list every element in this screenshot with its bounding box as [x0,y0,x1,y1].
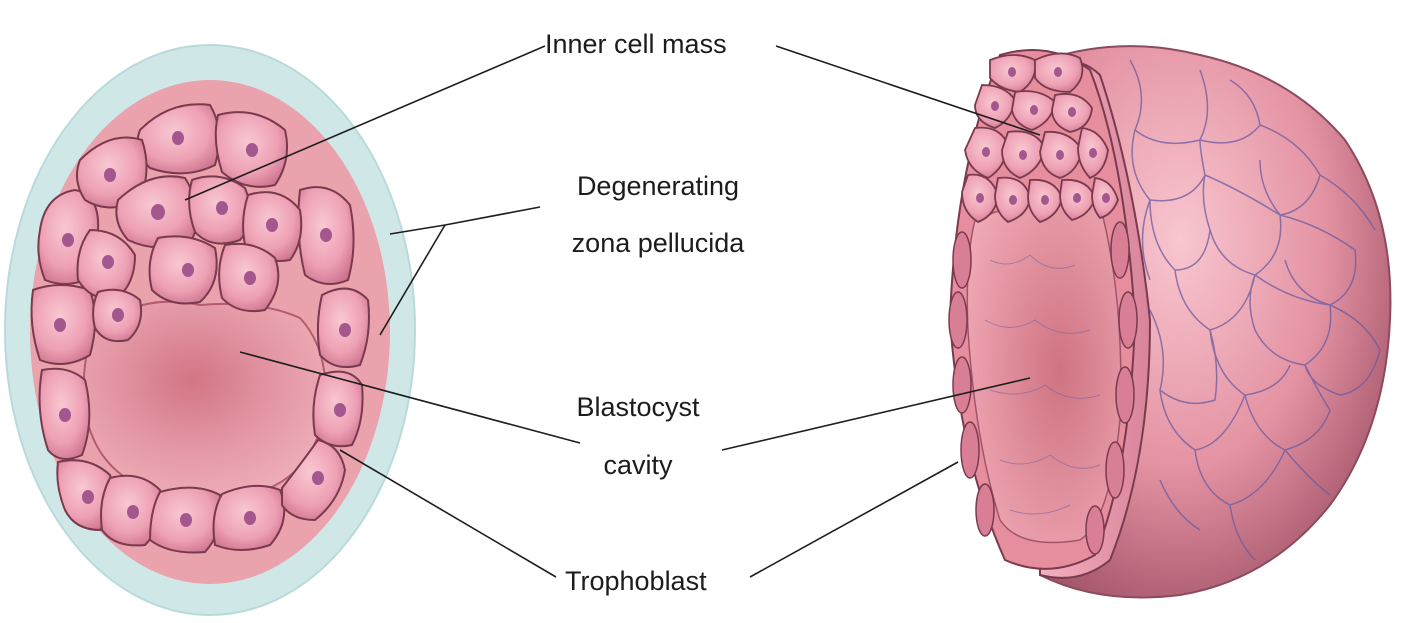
nucleus [244,271,256,285]
nucleus [59,408,71,422]
leader-trophoblast-right [749,461,959,578]
cell [960,421,980,479]
nuclei-right [976,67,1110,205]
nuclei-left [54,131,351,527]
nucleus [982,147,990,157]
nucleus [334,403,346,417]
nucleus [104,168,116,182]
cell-boundary [1149,309,1218,405]
nucleus [1054,67,1062,77]
nucleus [246,143,258,157]
right-blastocyst [948,45,1392,599]
cell-boundary [984,319,1091,334]
nucleus [127,505,139,519]
nucleus [54,318,66,332]
left-blastocyst [4,44,416,616]
cell-boundary [1284,449,1331,496]
nucleus [182,263,194,277]
label-zona-line2: zona pellucida [571,228,745,258]
nucleus [991,101,999,111]
nucleus [172,131,184,145]
leader-inner-cell-mass-left [184,45,546,201]
nucleus [1073,193,1081,203]
leader-cavity-left [239,351,581,444]
cell-boundary [1194,449,1286,506]
label-zona-line1: Degenerating [576,171,740,201]
leader-zona-main [444,206,541,226]
nucleus [244,511,256,525]
nucleus [1009,195,1017,205]
cell [1105,441,1125,499]
leader-trophoblast-left [339,449,557,578]
cell-boundary [1129,59,1209,145]
label-cavity-line2: cavity [603,450,673,480]
leader-cavity-right [721,377,1031,451]
nucleus [112,308,124,322]
label-trophoblast: Trophoblast [565,566,707,596]
nucleus [339,323,351,337]
cell-boundary [1304,304,1381,396]
cell [1118,291,1138,349]
cell-boundary [1159,479,1201,531]
nucleus [62,233,74,247]
nucleus [82,490,94,504]
cell-boundary [1141,199,1151,281]
cell-boundary [1279,214,1357,306]
nucleus [1008,67,1016,77]
cell-boundary [989,384,1101,399]
cell [1110,221,1130,279]
cell-boundary [1249,274,1332,366]
cell-boundary [1199,79,1261,144]
nucleus [1041,195,1049,205]
cell-boundary [1319,174,1376,231]
cell [975,483,995,537]
nucleus [102,255,114,269]
nucleus [266,218,278,232]
nucleus [1089,148,1097,158]
cell [952,231,972,289]
leader-zona-b [379,224,446,336]
trophoblast-cells-right [948,221,1138,555]
nucleus [1019,150,1027,160]
cell [952,356,972,414]
leader-zona-a [389,224,446,235]
cell [948,291,968,349]
cell-boundary [989,254,1076,269]
cell-boundary [1259,124,1321,216]
nucleus [1102,193,1110,203]
label-cavity-line1: Blastocyst [576,392,700,422]
nucleus [1056,150,1064,160]
nucleus [976,193,984,203]
nucleus [312,471,324,485]
cell-boundary [1229,504,1256,561]
nucleus [1068,107,1076,117]
nucleus [151,204,165,220]
nucleus [216,201,228,215]
nucleus [180,513,192,527]
cavity-surface-lines [984,254,1101,515]
nucleus [1030,105,1038,115]
cell-boundary [1244,364,1331,451]
cell-boundary [1009,504,1071,515]
label-inner-cell-mass: Inner cell mass [545,29,727,59]
cell-boundary [1131,129,1206,202]
leader-lines [184,45,1041,578]
nucleus [320,228,332,242]
cell [1115,366,1135,424]
cell [1085,505,1105,555]
surface-cell-lines [1129,59,1381,561]
leader-inner-cell-mass-right [775,45,1041,136]
cell-boundary [999,454,1101,469]
